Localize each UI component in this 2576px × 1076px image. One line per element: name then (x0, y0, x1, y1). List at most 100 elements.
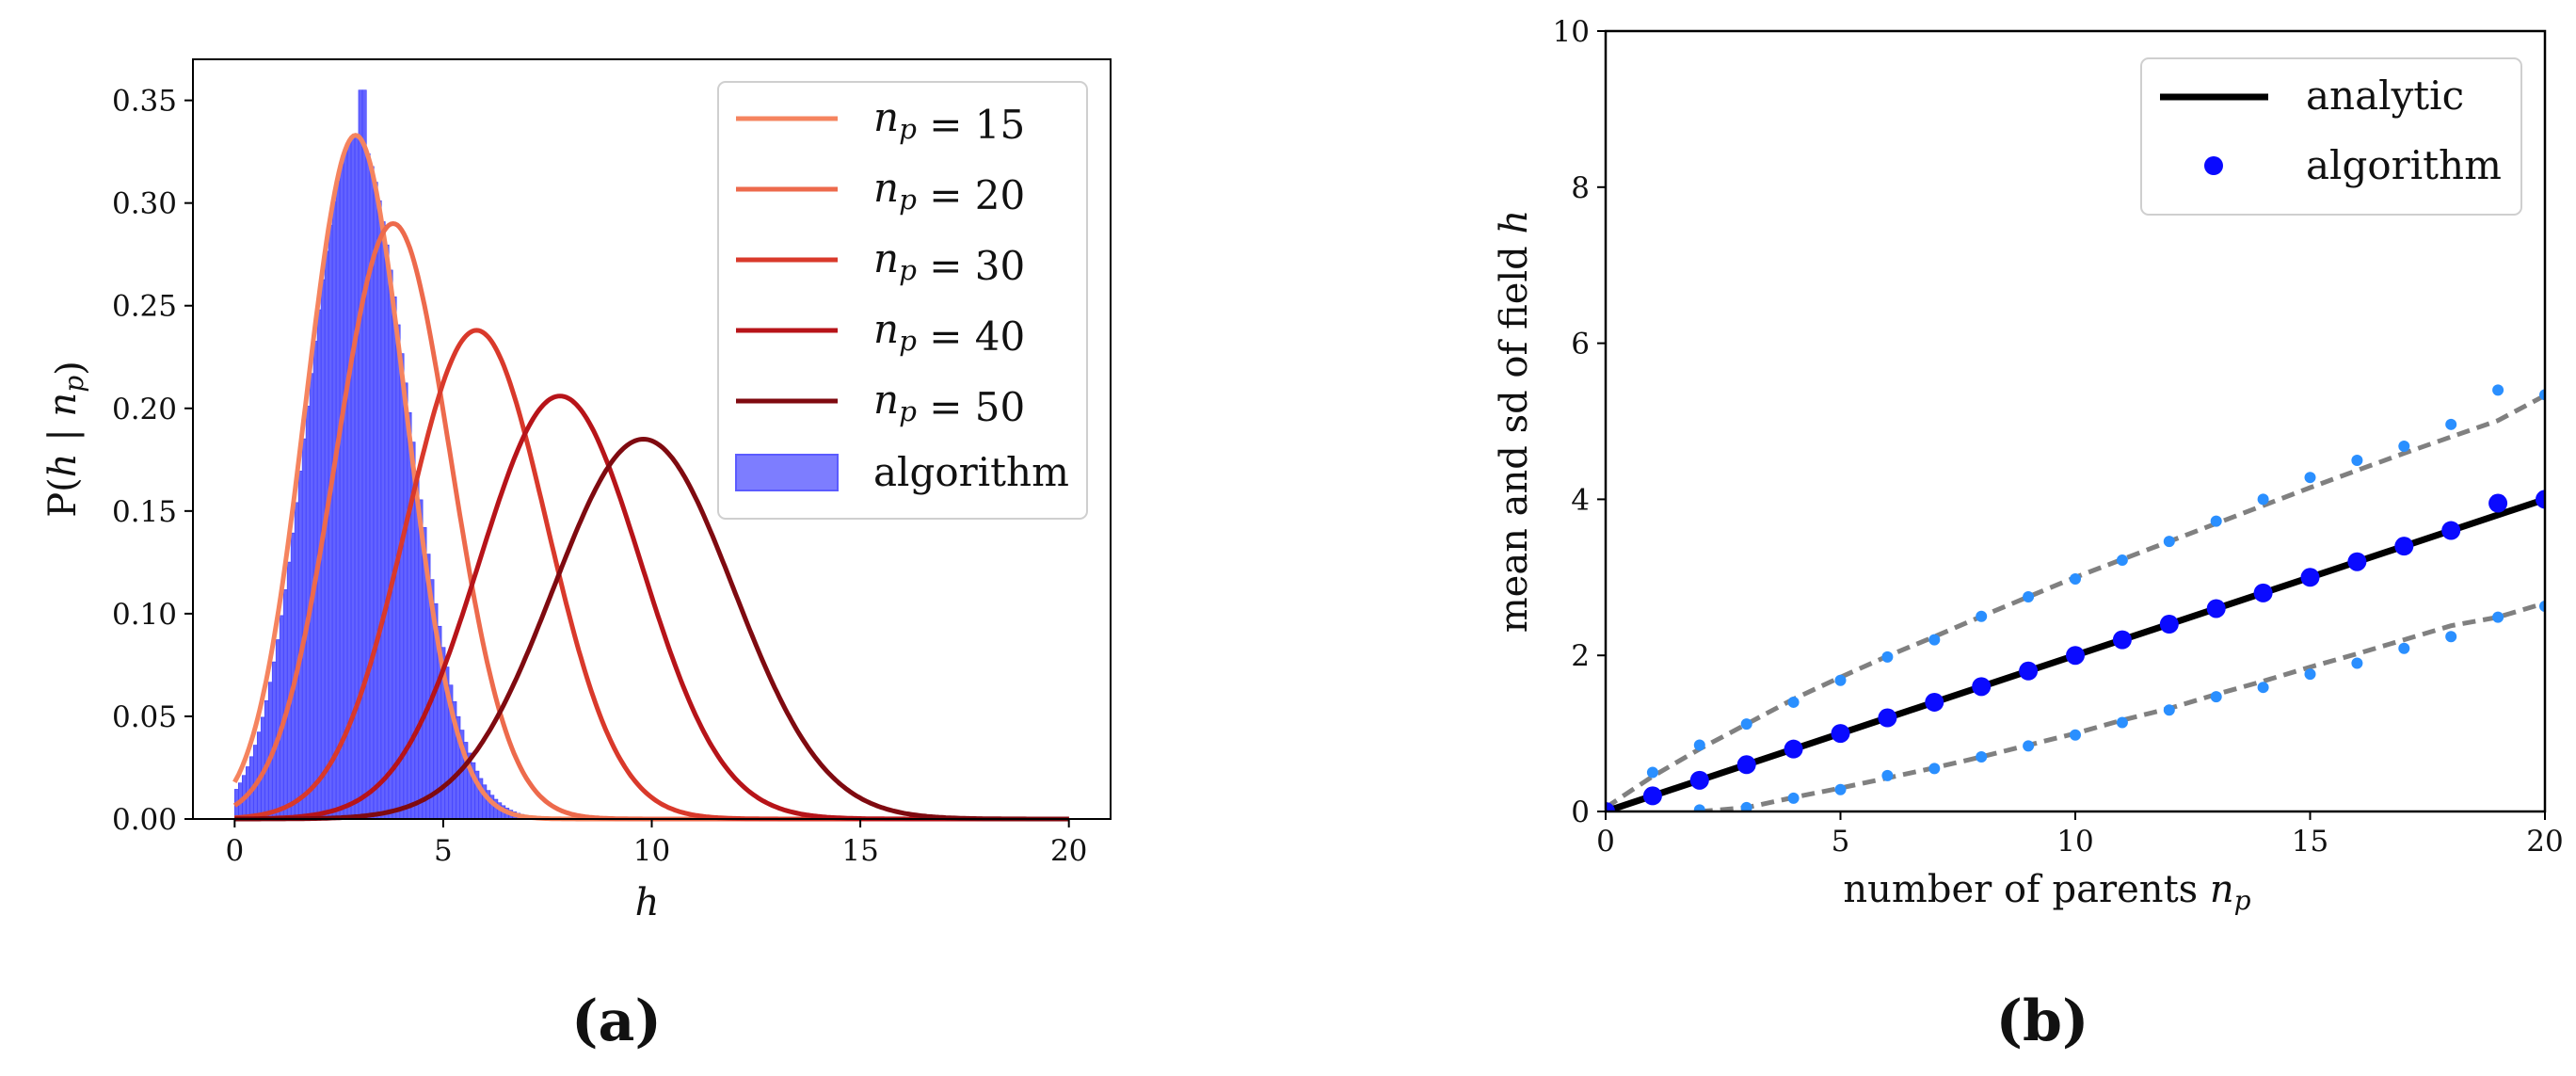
y-tick-label: 2 (1571, 639, 1590, 673)
sd-point (2163, 704, 2175, 716)
y-tick-label: 0.25 (112, 290, 177, 324)
x-tick-label: 0 (225, 834, 244, 868)
sd-point (1693, 739, 1705, 751)
sd-point (2210, 515, 2222, 527)
legend-label: np = 50 (873, 377, 1025, 430)
sd-point (2539, 389, 2545, 401)
plot-area (1606, 384, 2545, 811)
sd-point (2445, 631, 2457, 643)
legend-label: np = 15 (873, 94, 1025, 148)
sd-point (1881, 650, 1894, 663)
sd-point (1834, 674, 1847, 686)
legend-swatch (735, 454, 839, 491)
x-tick-label: 15 (841, 834, 878, 868)
algorithm-point (2019, 661, 2039, 681)
panel-a-chart: 0 5 10 15 20 0.00 0.05 0.10 0.15 0.20 0.25 0.30 0.35… (41, 58, 1112, 924)
y-tick-label: 0.15 (112, 495, 177, 529)
algorithm-point (2159, 615, 2179, 634)
sd-point (1646, 766, 1658, 779)
sd-point (2398, 642, 2410, 654)
y-tick-label: 0.20 (112, 393, 177, 426)
algorithm-point (1736, 755, 1756, 775)
sd-dashed-line (1699, 601, 2545, 811)
sd-point (2351, 454, 2363, 466)
sd-point (1740, 801, 1752, 811)
algorithm-point (2347, 552, 2367, 571)
sd-point (2539, 600, 2545, 612)
legend-label: algorithm (873, 449, 1069, 495)
algorithm-point (1642, 786, 1662, 806)
algorithm-point (2112, 630, 2132, 650)
sd-point (2116, 716, 2128, 729)
y-axis-label: mean and sd of field h (1493, 210, 1536, 634)
sd-point (1740, 718, 1752, 731)
legend-label: np = 40 (873, 306, 1025, 360)
legend: np = 15 np = 20 np = 30 np = 40 np = 50 algor… (717, 81, 1088, 520)
algorithm-point (2206, 599, 2226, 618)
algorithm-point (2536, 490, 2545, 509)
panel-b-label: (b) (1996, 988, 2089, 1054)
sd-point (2210, 691, 2222, 703)
sd-point (2445, 418, 2457, 430)
sd-point (1787, 696, 1800, 708)
histogram-bars (234, 89, 555, 820)
y-tick-label: 0.35 (112, 85, 177, 119)
sd-point (1834, 783, 1847, 795)
y-tick-label: 0 (1571, 795, 1590, 829)
x-tick-label: 10 (633, 834, 670, 868)
y-tick-label: 4 (1571, 483, 1590, 517)
sd-point (2304, 472, 2316, 484)
x-tick-label: 5 (434, 834, 453, 868)
algorithm-point (2253, 583, 2273, 602)
x-tick-label: 10 (2056, 825, 2093, 859)
panel-a-label: (a) (571, 988, 662, 1054)
x-tick-label: 15 (2292, 825, 2328, 859)
sd-dashed-line (1606, 393, 2545, 810)
legend: analytic algorithm (2140, 57, 2522, 216)
sd-point (2116, 554, 2128, 567)
x-axis-label: h (635, 881, 660, 924)
sd-point (2492, 611, 2504, 623)
sd-point (1928, 634, 1941, 646)
sd-point (2351, 657, 2363, 669)
algorithm-point (1689, 770, 1709, 790)
algorithm-point (1606, 802, 1615, 811)
legend-label: analytic (2306, 72, 2464, 119)
algorithm-point (2300, 568, 2320, 587)
x-axis-label: number of parents np (1843, 868, 2250, 916)
sd-point (1976, 750, 1988, 763)
sd-point (2023, 591, 2035, 603)
sd-point (2070, 572, 2081, 585)
sd-point (2163, 536, 2175, 548)
sd-point (2257, 682, 2269, 694)
x-tick-label: 20 (2526, 825, 2563, 859)
x-tick-label: 0 (1596, 825, 1615, 859)
panel-b-chart: 0 5 10 15 20 0 2 4 6 8 10 number of parents np mean … (1493, 15, 2564, 916)
x-tick-label: 5 (1832, 825, 1850, 859)
y-tick-label: 0.10 (112, 598, 177, 632)
legend-label: np = 30 (873, 235, 1025, 289)
sd-point (2304, 668, 2316, 681)
sd-point (2070, 729, 2081, 741)
y-tick-label: 8 (1571, 171, 1590, 205)
density-curve (234, 436, 1069, 822)
y-axis-label: P(h | np) (41, 361, 92, 518)
algorithm-point (2488, 493, 2508, 513)
algorithm-point (1831, 724, 1850, 744)
legend-label: algorithm (2306, 142, 2502, 188)
legend-swatch (2204, 156, 2223, 175)
y-tick-label: 0.05 (112, 700, 177, 734)
legend-label: np = 20 (873, 165, 1025, 218)
sd-point (1928, 763, 1941, 775)
algorithm-point (2441, 521, 2461, 540)
x-tick-label: 20 (1050, 834, 1087, 868)
y-tick-label: 10 (1553, 15, 1590, 49)
sd-point (2257, 493, 2269, 506)
sd-point (2492, 384, 2504, 396)
algorithm-point (2394, 537, 2414, 556)
algorithm-point (1925, 692, 1944, 712)
algorithm-point (2066, 646, 2085, 666)
y-tick-label: 0.30 (112, 187, 177, 221)
y-tick-label: 6 (1571, 328, 1590, 361)
